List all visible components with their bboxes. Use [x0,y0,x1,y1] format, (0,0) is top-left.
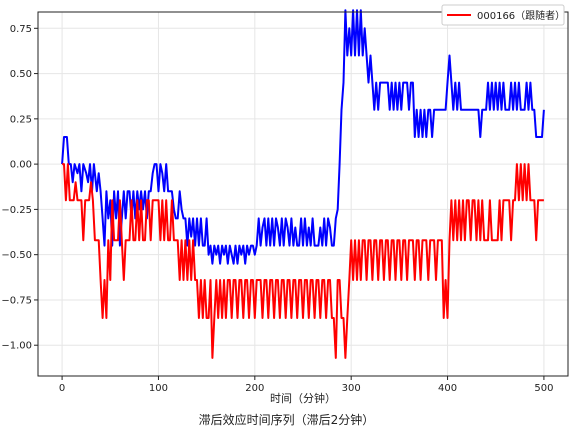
x-tick-label: 300 [342,383,361,394]
x-axis-label: 时间（分钟） [270,391,336,405]
y-tick-label: 0.00 [10,160,32,171]
chart-title: 滞后效应时间序列（滞后2分钟） [198,413,375,427]
axis-ticks: 0 100 200 300 400 500 −1.00 −0.75 −0.50 −0.25 0.00… [1,24,553,394]
series-line-red [62,163,544,359]
y-tick-label: 0.50 [10,69,32,80]
y-tick-label: −1.00 [1,341,32,352]
x-tick-label: 100 [149,383,168,394]
series-layer [61,9,545,359]
legend-entry: 000166（跟随者） [477,9,565,22]
x-tick-label: 400 [438,383,457,394]
y-tick-label: −0.50 [1,250,32,261]
y-tick-label: −0.75 [1,295,32,306]
legend: 000166（跟随者） [441,4,565,26]
y-tick-label: −0.25 [1,205,32,216]
x-tick-label: 0 [59,383,65,394]
y-tick-label: 0.75 [10,24,32,35]
plot-frame [37,11,569,377]
x-tick-label: 500 [534,383,553,394]
grid-lines [38,12,568,376]
legend-box [441,4,565,26]
x-tick-label: 200 [245,383,264,394]
series-line-blue [61,9,545,265]
y-tick-label: 0.25 [10,114,32,125]
